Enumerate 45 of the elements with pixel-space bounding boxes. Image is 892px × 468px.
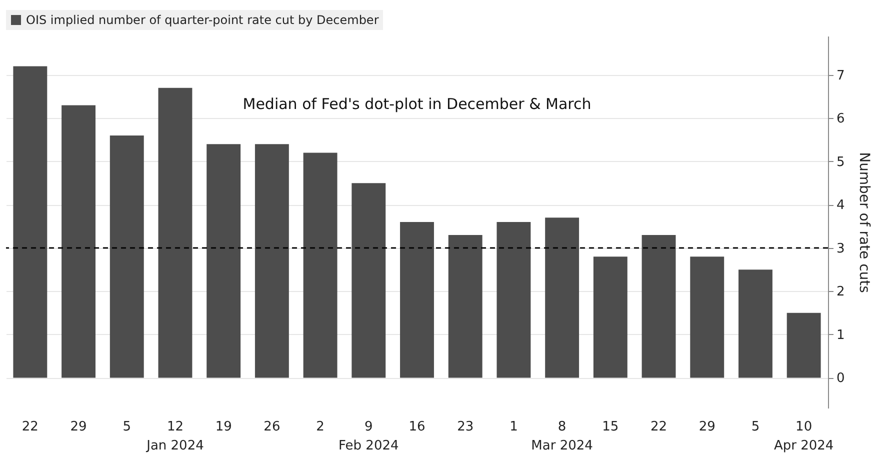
bar [352,183,386,378]
x-tick-label: 5 [122,420,132,434]
legend-label: OIS implied number of quarter-point rate cut by December [26,13,379,27]
x-tick-label: 23 [457,420,474,434]
bar [400,222,434,378]
x-tick-label: 29 [70,420,87,434]
y-tick-label: 3 [836,241,845,256]
x-tick-label: 15 [602,420,619,434]
y-tick-label: 5 [836,154,845,170]
bar [448,234,482,378]
bar [110,135,144,378]
x-tick-label: 1 [510,420,518,434]
x-tick-label: 22 [650,420,668,434]
x-tick-label: 10 Apr 2024 [774,420,834,454]
bar [254,144,289,378]
x-tick-label: 8 Mar 2024 [531,420,593,454]
x-tick-label: 22 [22,420,38,434]
x-tick-label: 19 [215,420,232,434]
y-tick-label: 4 [836,198,845,214]
bar [738,270,772,378]
bar [496,222,531,378]
bar [545,218,580,378]
bar [13,66,48,378]
bar [158,88,192,378]
bar [593,256,628,378]
bar [303,152,338,378]
bar [206,144,241,378]
y-tick-label: 1 [836,328,845,343]
x-tick-label: 16 [408,420,426,434]
x-tick-label: 9 Feb 2024 [338,420,399,454]
y-tick-label: 7 [836,68,845,84]
bar [690,256,724,378]
bar [642,234,676,378]
y-tick-label: 0 [836,371,845,386]
x-tick-label: 29 [698,420,716,434]
y-tick-label: 6 [836,112,845,127]
x-tick-label: 12 Jan 2024 [146,420,204,454]
bar [62,105,96,378]
bar [786,312,821,378]
x-tick-label: 2 [316,420,324,434]
y-axis-title: Number of rate cuts [856,152,872,293]
x-tick-label: 5 [751,420,760,434]
x-tick-label: 26 [264,420,280,434]
y-tick-label: 2 [836,284,845,300]
ref-line-label: Median of Fed's dot-plot in December & March [242,95,592,113]
